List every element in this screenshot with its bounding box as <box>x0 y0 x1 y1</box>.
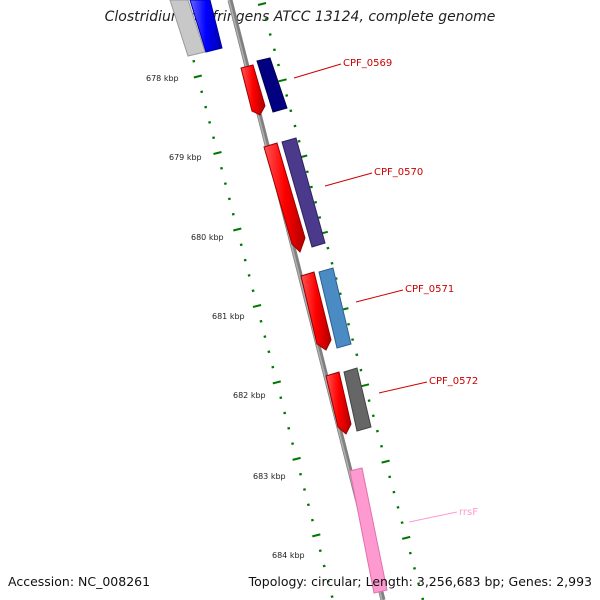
gene-label-cpf-0571: CPF_0571 <box>405 284 454 295</box>
ruler-label-678: 678 kbp <box>146 74 179 83</box>
ruler-label-681: 681 kbp <box>212 312 245 321</box>
gene-feature-cpf-0569 <box>256 57 288 113</box>
ruler-minor-tick <box>309 185 313 189</box>
ruler-minor-tick <box>271 365 275 369</box>
ruler-major-tick <box>257 2 267 6</box>
ruler-minor-tick <box>305 170 309 174</box>
ruler-minor-tick <box>208 121 212 124</box>
gene-feature-cpf-0571 <box>318 267 352 349</box>
ruler-minor-tick <box>299 472 302 476</box>
gene-label-rrsf: rrsF <box>459 507 478 518</box>
ruler-minor-tick <box>380 444 383 448</box>
ruler-label-680: 680 kbp <box>191 233 224 242</box>
ruler-minor-tick <box>259 319 263 323</box>
ruler-minor-tick <box>247 274 251 277</box>
ruler-minor-tick <box>330 261 334 265</box>
cds-arrow-cpf-0569 <box>240 64 266 116</box>
ruler-minor-tick <box>303 488 306 491</box>
ruler-minor-tick <box>283 411 287 415</box>
ruler-minor-tick <box>200 90 204 94</box>
ruler-minor-tick <box>289 109 293 113</box>
ruler-minor-tick <box>227 197 231 201</box>
label-leader-lines <box>293 63 458 523</box>
ruler-minor-tick <box>326 246 330 250</box>
ruler-minor-tick <box>375 429 379 433</box>
cds-arrow-cpf-0571 <box>300 271 332 351</box>
gene-feature-cpf-0570 <box>281 137 326 248</box>
ruler-minor-tick <box>400 521 404 524</box>
ruler-minor-tick <box>413 567 416 570</box>
ruler-minor-tick <box>367 399 371 402</box>
ruler-minor-tick <box>347 322 350 326</box>
cds-arrow-cpf-0572 <box>325 371 352 435</box>
ruler-minor-tick <box>279 396 283 400</box>
ruler-minor-tick <box>396 506 400 509</box>
ruler-minor-tick <box>392 490 396 494</box>
ruler-minor-tick <box>231 212 235 216</box>
ruler-minor-tick <box>388 475 392 479</box>
ruler-major-tick <box>252 304 262 308</box>
ruler-major-tick <box>292 456 301 461</box>
inner-ruler-dots <box>173 0 334 598</box>
ruler-minor-tick <box>318 216 322 219</box>
ruler-minor-tick <box>277 63 280 67</box>
ruler-minor-tick <box>314 200 318 204</box>
top-gray-feature <box>169 0 206 57</box>
ruler-minor-tick <box>421 597 425 600</box>
ruler-major-tick <box>401 535 411 540</box>
ruler-minor-tick <box>297 139 301 143</box>
ruler-major-tick <box>278 78 287 83</box>
ruler-minor-tick <box>264 17 268 21</box>
top-blue-feature <box>189 0 223 53</box>
ruler-major-tick <box>213 151 222 155</box>
topology-text: Topology: circular; Length: 3,256,683 bp… <box>248 574 592 589</box>
cds-arrow-cpf-0570 <box>263 142 306 253</box>
gene-label-cpf-0572: CPF_0572 <box>429 376 478 387</box>
ruler-minor-tick <box>212 136 216 140</box>
ruler-minor-tick <box>330 595 334 598</box>
ruler-minor-tick <box>318 549 322 553</box>
ruler-minor-tick <box>239 243 243 247</box>
ruler-minor-tick <box>220 166 223 170</box>
ruler-minor-tick <box>243 258 247 262</box>
ruler-label-679: 679 kbp <box>169 153 202 162</box>
ruler-minor-tick <box>267 350 271 354</box>
ruler-major-tick <box>193 74 203 79</box>
ruler-minor-tick <box>192 59 196 63</box>
ruler-minor-tick <box>408 551 412 555</box>
gene-label-cpf-0570: CPF_0570 <box>374 167 423 178</box>
ruler-minor-tick <box>355 353 359 357</box>
ruler-label-684: 684 kbp <box>272 551 305 560</box>
ruler-major-tick <box>272 380 282 385</box>
ruler-label-683: 683 kbp <box>253 472 286 481</box>
ruler-minor-tick <box>351 338 355 341</box>
ruler-minor-tick <box>359 368 363 372</box>
ruler-minor-tick <box>293 124 297 128</box>
ruler-minor-tick <box>371 414 375 418</box>
ruler-major-tick <box>360 383 370 388</box>
ruler-minor-tick <box>204 105 208 109</box>
ruler-minor-tick <box>263 335 267 338</box>
ruler-minor-tick <box>272 48 276 52</box>
ruler-minor-tick <box>251 289 255 293</box>
accession-text: Accession: NC_008261 <box>8 574 151 589</box>
gene-feature-cpf-0572 <box>343 367 372 432</box>
ruler-minor-tick <box>223 182 227 185</box>
gene-label-cpf-0569: CPF_0569 <box>343 58 392 69</box>
ruler-major-tick <box>381 459 390 464</box>
ruler-minor-tick <box>417 582 421 585</box>
ruler-label-682: 682 kbp <box>233 391 266 400</box>
ruler-minor-tick <box>285 94 289 97</box>
ruler-minor-tick <box>310 518 314 522</box>
ruler-major-tick <box>312 533 321 538</box>
ruler-minor-tick <box>322 564 326 568</box>
ruler-minor-tick <box>291 442 295 445</box>
gene-feature-rrsf <box>349 467 388 594</box>
ruler-minor-tick <box>306 503 310 507</box>
ruler-minor-tick <box>287 426 291 430</box>
ruler-minor-tick <box>326 579 330 583</box>
ruler-major-tick <box>233 227 242 232</box>
ruler-minor-tick <box>268 33 272 36</box>
